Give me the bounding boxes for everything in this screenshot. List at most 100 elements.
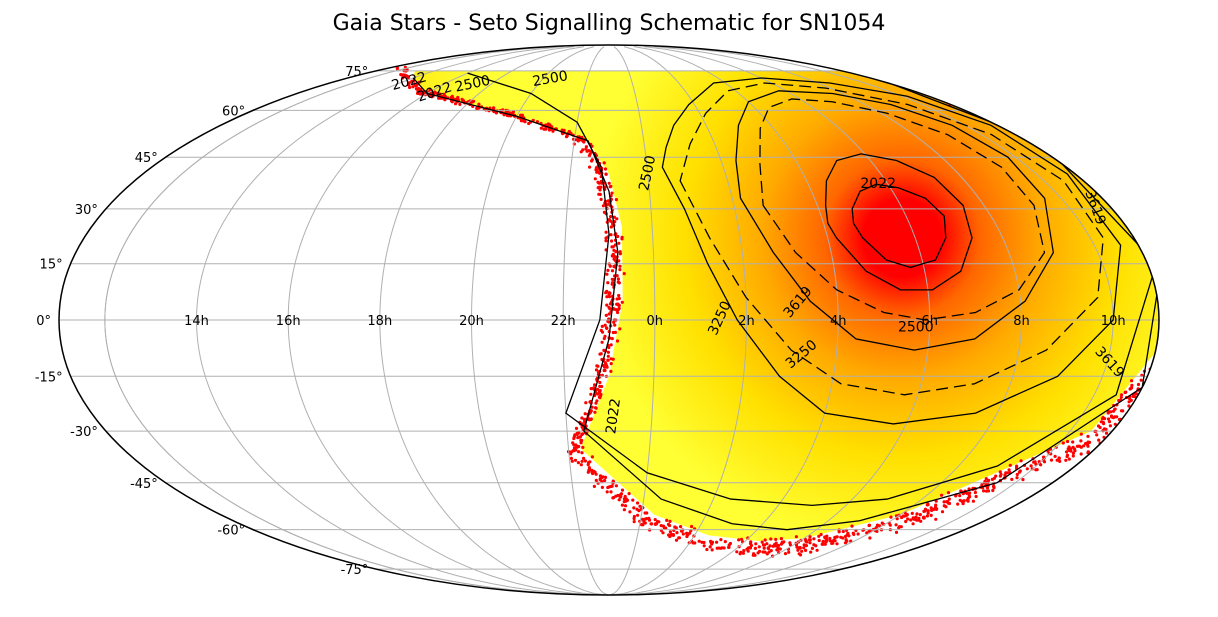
chart-title: Gaia Stars - Seto Signalling Schematic f…	[333, 11, 886, 36]
scatter-dot	[1112, 189, 1115, 192]
scatter-dot	[1161, 279, 1164, 282]
scatter-dot	[984, 105, 987, 108]
scatter-dot	[580, 150, 583, 153]
scatter-dot	[1187, 324, 1190, 327]
scatter-dot	[850, 525, 853, 528]
scatter-dot	[1121, 409, 1124, 412]
scatter-dot	[908, 71, 911, 74]
scatter-dot	[590, 387, 593, 390]
scatter-dot	[1158, 356, 1161, 359]
scatter-dot	[588, 468, 591, 471]
scatter-dot	[1178, 319, 1181, 322]
scatter-dot	[1156, 354, 1159, 357]
scatter-dot	[1063, 139, 1066, 142]
scatter-dot	[947, 96, 950, 99]
scatter-dot	[1006, 117, 1009, 120]
scatter-dot	[1091, 149, 1094, 152]
scatter-dot	[1173, 298, 1176, 301]
scatter-dot	[862, 64, 865, 67]
scatter-dot	[1168, 346, 1171, 349]
scatter-dot	[660, 524, 663, 527]
scatter-dot	[1151, 369, 1154, 372]
scatter-dot	[1010, 478, 1013, 481]
scatter-dot	[1164, 278, 1167, 281]
scatter-dot	[602, 204, 605, 207]
scatter-dot	[611, 283, 614, 286]
scatter-dot	[584, 401, 587, 404]
scatter-dot	[1174, 288, 1177, 291]
scatter-dot	[833, 536, 836, 539]
scatter-dot	[620, 237, 623, 240]
scatter-dot	[924, 88, 927, 91]
scatter-dot	[1162, 362, 1165, 365]
scatter-dot	[1094, 161, 1097, 164]
scatter-dot	[899, 78, 902, 81]
y-tick-label: 60°	[222, 104, 245, 119]
scatter-dot	[1152, 248, 1155, 251]
scatter-dot	[975, 94, 978, 97]
scatter-dot	[566, 134, 569, 137]
scatter-dot	[1057, 141, 1060, 144]
scatter-dot	[881, 69, 884, 72]
scatter-dot	[922, 510, 925, 513]
scatter-dot	[626, 499, 629, 502]
scatter-dot	[764, 538, 767, 541]
scatter-dot	[618, 265, 621, 268]
scatter-dot	[1182, 310, 1185, 313]
scatter-dot	[595, 368, 598, 371]
scatter-dot	[1125, 201, 1128, 204]
scatter-dot	[1103, 417, 1106, 420]
scatter-dot	[879, 73, 882, 76]
scatter-dot	[1099, 148, 1102, 151]
scatter-dot	[1167, 284, 1170, 287]
scatter-dot	[1032, 132, 1035, 135]
scatter-dot	[1034, 460, 1037, 463]
scatter-dot	[977, 109, 980, 112]
scatter-dot	[1008, 121, 1011, 124]
scatter-dot	[618, 327, 621, 330]
scatter-dot	[763, 551, 766, 554]
scatter-dot	[1152, 367, 1155, 370]
scatter-dot	[897, 75, 900, 78]
meridian	[105, 47, 601, 595]
scatter-dot	[991, 489, 994, 492]
scatter-dot	[1066, 141, 1069, 144]
scatter-dot	[657, 520, 660, 523]
scatter-dot	[605, 314, 608, 317]
scatter-dot	[648, 519, 651, 522]
scatter-dot	[613, 258, 616, 261]
scatter-dot	[996, 114, 999, 117]
scatter-dot	[816, 549, 819, 552]
scatter-dot	[1185, 326, 1188, 329]
scatter-dot	[998, 113, 1001, 116]
scatter-dot	[1112, 198, 1115, 201]
scatter-dot	[1072, 143, 1075, 146]
scatter-dot	[1078, 149, 1081, 152]
scatter-dot	[584, 147, 587, 150]
scatter-dot	[616, 339, 619, 342]
scatter-dot	[868, 524, 871, 527]
scatter-dot	[1076, 141, 1079, 144]
scatter-dot	[1163, 355, 1166, 358]
scatter-dot	[604, 237, 607, 240]
scatter-dot	[1162, 272, 1165, 275]
scatter-dot	[1181, 325, 1184, 328]
scatter-dot	[1099, 426, 1102, 429]
scatter-dot	[1123, 196, 1126, 199]
scatter-dot	[1128, 214, 1131, 217]
scatter-dot	[579, 435, 582, 438]
scatter-dot	[598, 390, 601, 393]
scatter-dot	[570, 457, 573, 460]
scatter-dot	[959, 98, 962, 101]
scatter-dot	[971, 99, 974, 102]
scatter-dot	[947, 501, 950, 504]
scatter-dot	[982, 489, 985, 492]
scatter-dot	[1189, 316, 1192, 319]
scatter-dot	[641, 518, 644, 521]
scatter-dot	[604, 291, 607, 294]
scatter-dot	[1189, 321, 1192, 324]
scatter-dot	[912, 522, 915, 525]
scatter-dot	[881, 68, 884, 71]
scatter-dot	[882, 73, 885, 76]
scatter-dot	[805, 540, 808, 543]
